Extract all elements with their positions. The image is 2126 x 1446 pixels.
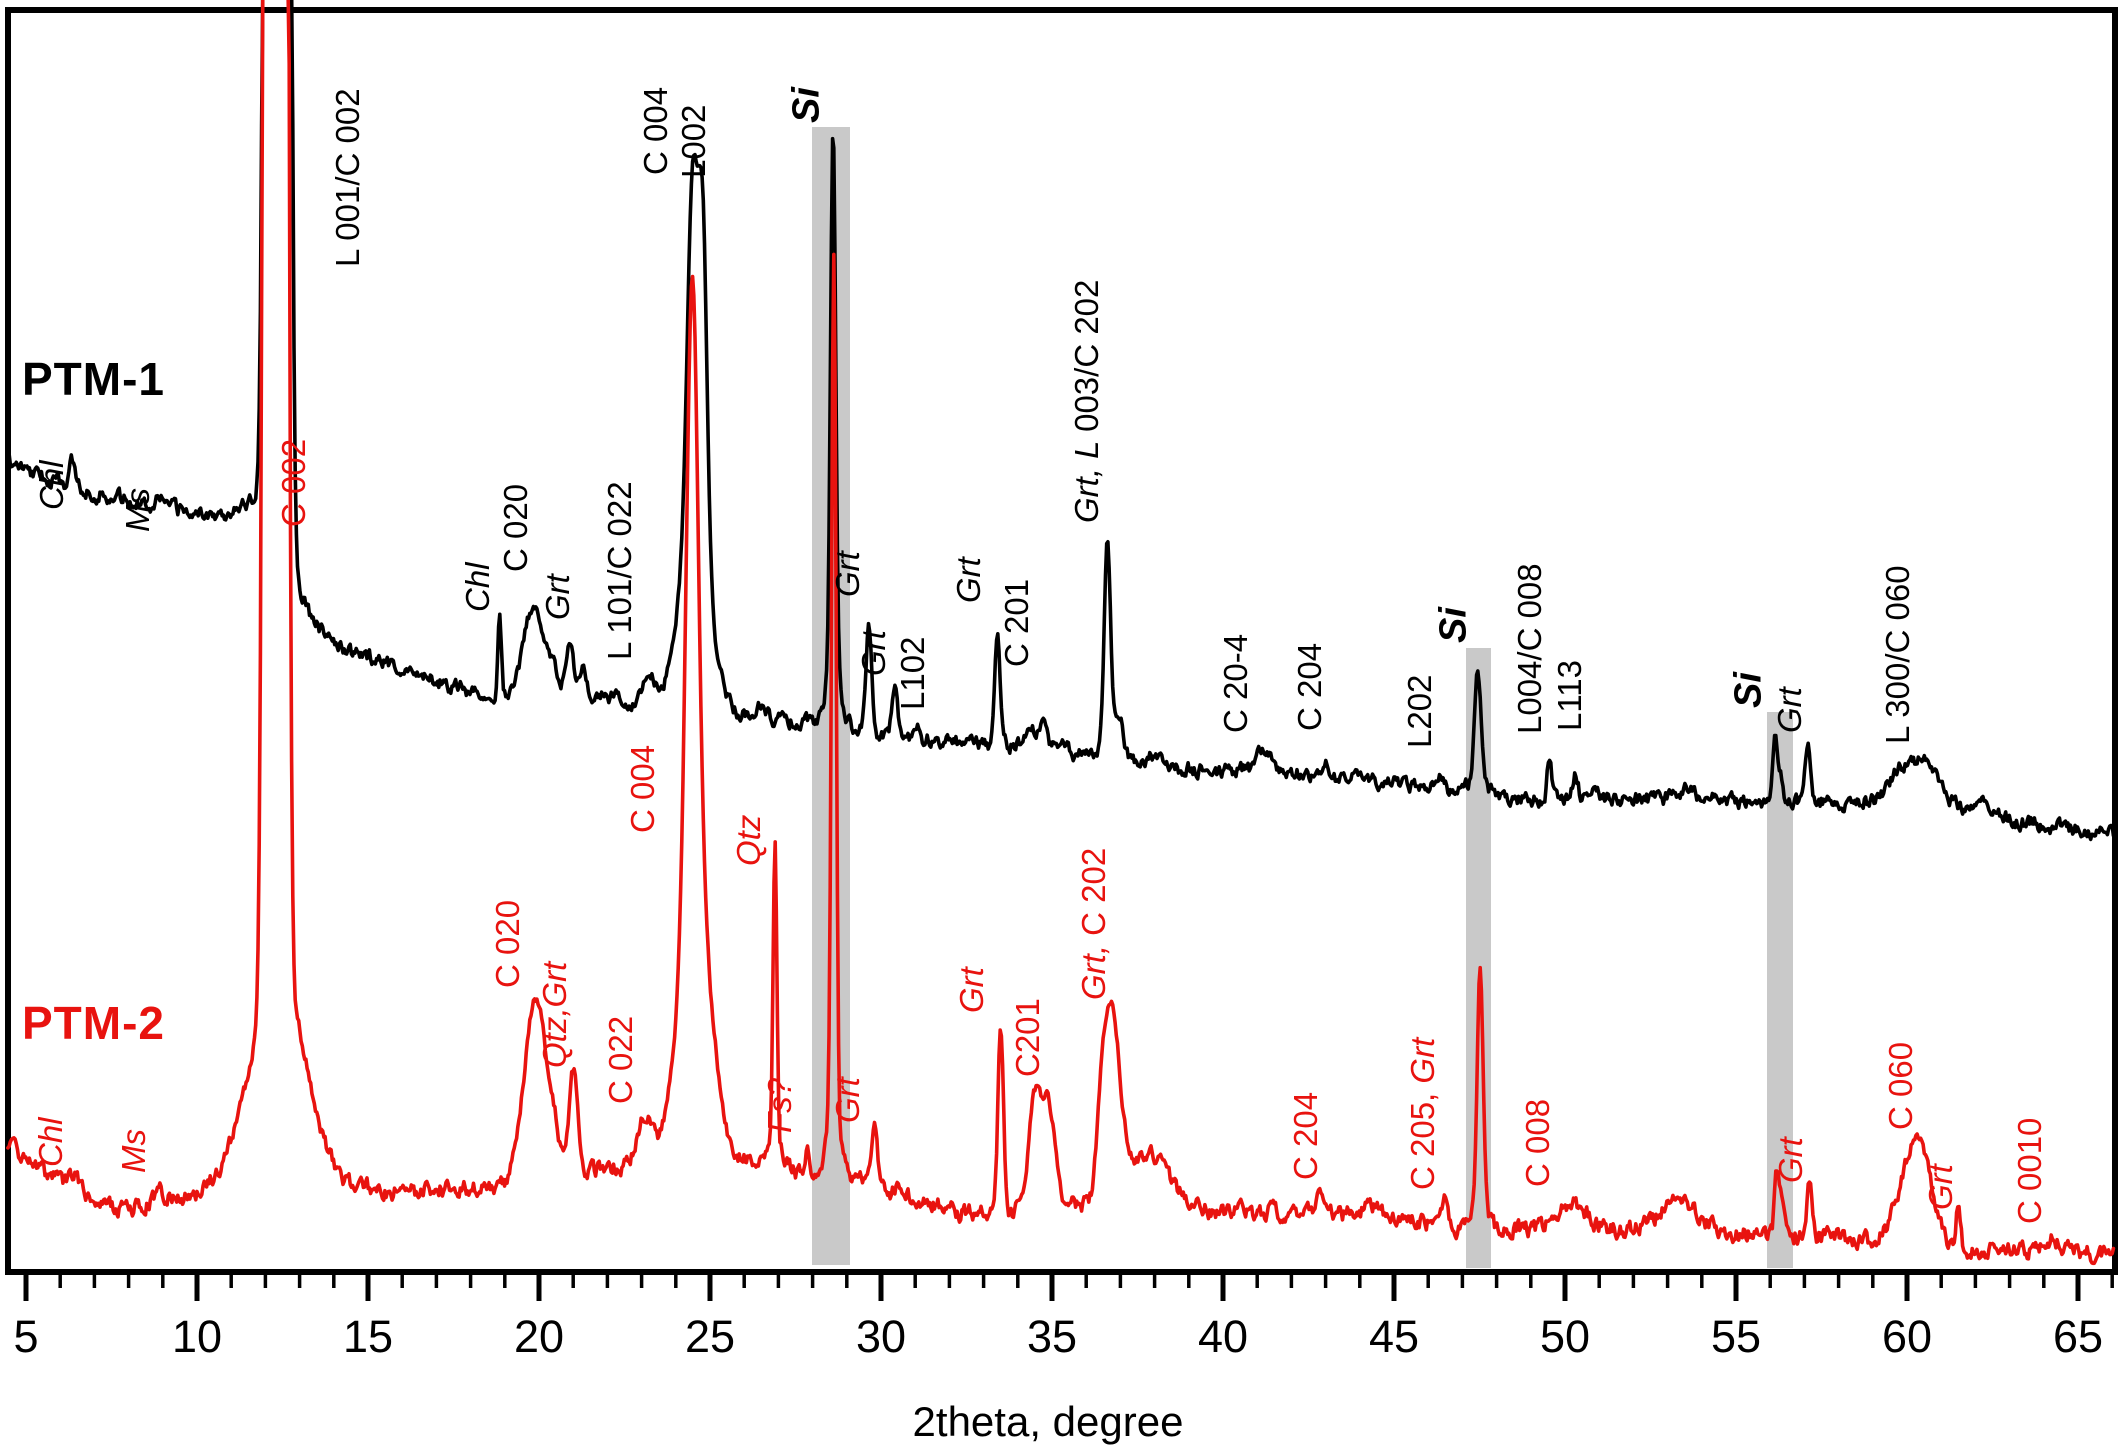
- peak-label: Chl: [32, 1116, 69, 1167]
- tick-label: 30: [856, 1311, 906, 1362]
- peak-label: Si: [785, 86, 827, 123]
- peak-label: L 001/C 002: [329, 88, 366, 267]
- x-axis-title: 2theta, degree: [912, 1398, 1184, 1445]
- peak-label: C 002: [275, 439, 312, 527]
- peak-label: Ms: [115, 1129, 152, 1173]
- peak-label: Grt: [1922, 1162, 1959, 1210]
- peak-label: L004/C 008: [1511, 563, 1548, 734]
- peak-label: C 204: [1287, 1092, 1324, 1180]
- peak-label: L 101/C 022: [601, 481, 638, 660]
- peak-label: Chl: [459, 561, 496, 612]
- tick-label: 15: [343, 1311, 393, 1362]
- peak-label: L202: [1401, 675, 1438, 748]
- peak-label: Chl: [33, 459, 70, 510]
- peak-label: C 004: [624, 745, 661, 833]
- plot-frame: [5, 7, 2118, 1275]
- peak-label: C 204: [1291, 643, 1328, 731]
- peak-label: Qtz: [730, 814, 767, 866]
- peak-label: C 020: [489, 900, 526, 988]
- peak-label: Ms: [119, 488, 156, 532]
- tick-label: 60: [1882, 1311, 1932, 1362]
- peak-label: L 300/C 060: [1879, 565, 1916, 744]
- tick-label: 55: [1711, 1311, 1761, 1362]
- peak-label: L102: [894, 637, 931, 710]
- peak-label: C 004: [637, 87, 674, 175]
- tick-label: 65: [2053, 1311, 2103, 1362]
- tick-label: 20: [514, 1311, 564, 1362]
- peak-label: Si: [1727, 671, 1769, 708]
- tick-label: 5: [13, 1311, 38, 1362]
- peak-label: C 205, Grt: [1404, 1036, 1441, 1190]
- peak-label: Grt: [829, 549, 866, 597]
- peak-label: C 060: [1882, 1042, 1919, 1130]
- peak-label: Grt: [539, 572, 576, 620]
- peak-label: C 201: [998, 579, 1035, 667]
- tick-label: 25: [685, 1311, 735, 1362]
- peak-label: Qtz,Grt: [536, 960, 573, 1068]
- peak-label: Grt: [1772, 1135, 1809, 1183]
- peak-label: C 20-4: [1217, 634, 1254, 733]
- peak-label: Grt, C 202: [1075, 848, 1112, 1000]
- peak-label: C 008: [1519, 1099, 1556, 1187]
- peak-label: Grt: [950, 555, 987, 603]
- tick-label: 10: [172, 1311, 222, 1362]
- peak-label: C 022: [602, 1016, 639, 1104]
- peak-label: C 020: [497, 484, 534, 572]
- series-label-ptm-2: PTM-2: [22, 997, 165, 1049]
- peak-label: Fs?: [761, 1077, 798, 1133]
- peak-label: L002: [675, 105, 712, 178]
- tick-label: 50: [1540, 1311, 1590, 1362]
- tick-label: 45: [1369, 1311, 1419, 1362]
- tick-label: 35: [1027, 1311, 1077, 1362]
- peak-label: Grt, L 003/C 202: [1068, 280, 1105, 523]
- trace-ptm-2: [6, 0, 2116, 1266]
- peak-label: Si: [1432, 606, 1474, 643]
- series-label-ptm-1: PTM-1: [22, 353, 165, 405]
- peak-label: L113: [1551, 660, 1588, 731]
- peak-label: C 0010: [2011, 1118, 2048, 1224]
- peak-label: Grt: [855, 628, 892, 676]
- peak-label: Grt: [1771, 685, 1808, 733]
- peak-label: Grt: [829, 1075, 866, 1123]
- tick-label: 40: [1198, 1311, 1248, 1362]
- peak-label: C201: [1009, 998, 1046, 1077]
- trace-ptm-1: [6, 0, 2116, 842]
- peak-label: Grt: [953, 965, 990, 1013]
